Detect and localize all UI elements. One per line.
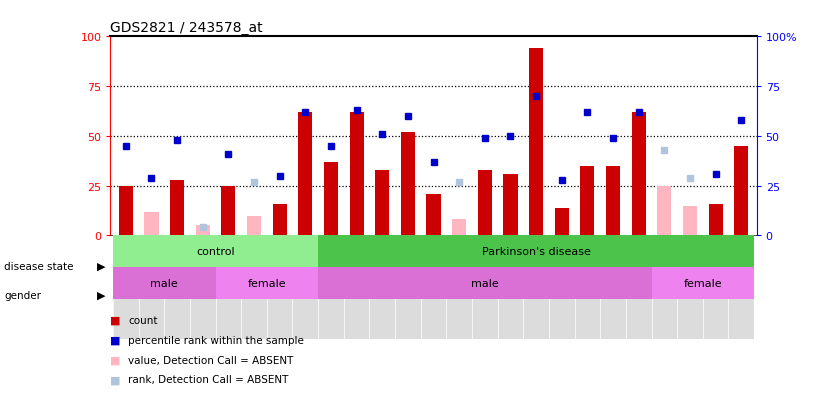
Bar [729,236,754,339]
Bar [677,236,703,339]
Bar [272,204,287,236]
Text: female: female [684,278,722,289]
Text: male: male [151,278,178,289]
Bar [344,236,370,339]
Bar [426,194,441,236]
Bar [170,180,184,236]
Text: ■: ■ [110,375,121,385]
Bar [478,170,492,236]
Bar [216,268,318,299]
Text: rank, Detection Call = ABSENT: rank, Detection Call = ABSENT [128,375,289,385]
Bar [370,236,395,339]
Bar [241,236,267,339]
Text: Parkinson's disease: Parkinson's disease [482,247,591,257]
Bar [247,216,261,236]
Text: gender: gender [4,290,41,300]
Text: male: male [471,278,499,289]
Bar [190,236,216,339]
Bar [574,236,600,339]
Text: GDS2821 / 243578_at: GDS2821 / 243578_at [110,21,263,35]
Bar [113,268,216,299]
Text: ▶: ▶ [97,290,105,300]
Bar [138,236,164,339]
Bar [683,206,697,236]
Bar [318,268,651,299]
Text: value, Detection Call = ABSENT: value, Detection Call = ABSENT [128,355,294,365]
Bar [626,236,651,339]
Text: ■: ■ [110,315,121,325]
Text: ■: ■ [110,355,121,365]
Text: female: female [248,278,286,289]
Bar [293,236,318,339]
Bar [497,236,524,339]
Bar [708,204,722,236]
Text: ■: ■ [110,335,121,345]
Bar [651,236,677,339]
Bar [549,236,574,339]
Bar [555,208,569,236]
Bar [503,174,518,236]
Text: ▶: ▶ [97,261,105,271]
Bar [580,166,595,236]
Bar [600,236,626,339]
Text: percentile rank within the sample: percentile rank within the sample [128,335,304,345]
Bar [735,147,748,236]
Bar [606,166,620,236]
Bar [164,236,190,339]
Bar [267,236,293,339]
Bar [145,212,159,236]
Bar [651,268,754,299]
Bar [631,113,645,236]
Bar [375,170,389,236]
Bar [420,236,447,339]
Bar [524,236,549,339]
Bar [222,186,236,236]
Bar [119,186,133,236]
Text: disease state: disease state [4,261,74,271]
Bar [196,226,209,236]
Bar [447,236,472,339]
Bar [349,113,364,236]
Bar [113,236,318,268]
Bar [299,113,312,236]
Bar [703,236,729,339]
Bar [395,236,420,339]
Bar [318,236,344,339]
Bar [472,236,497,339]
Bar [452,220,466,236]
Bar [318,236,754,268]
Bar [113,236,138,339]
Text: control: control [196,247,235,257]
Bar [324,162,338,236]
Text: count: count [128,315,158,325]
Bar [529,49,543,236]
Bar [216,236,241,339]
Bar [658,186,672,236]
Bar [401,133,415,236]
